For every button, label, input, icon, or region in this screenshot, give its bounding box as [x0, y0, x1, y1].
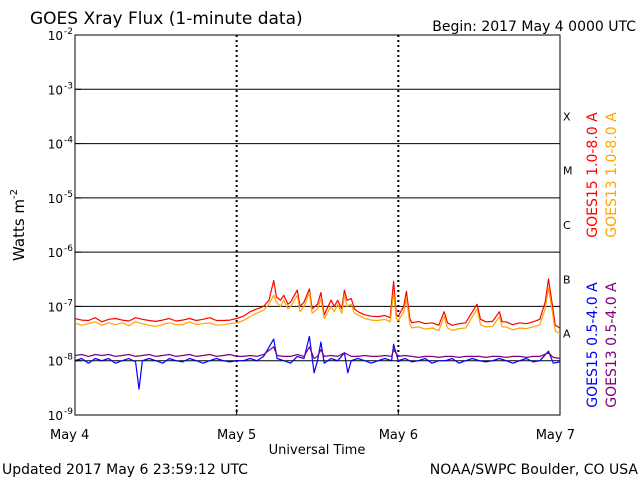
- legend: GOES15 1.0-8.0 A GOES13 1.0-8.0 A GOES15 0…: [585, 112, 620, 408]
- series-line: [74, 278, 561, 329]
- y-axis-title-exponent: -2: [9, 189, 20, 199]
- x-tick-label: May 7: [536, 428, 575, 443]
- svg-text:Watts m-2: Watts m-2: [9, 189, 28, 261]
- flare-class-label: X: [563, 110, 571, 123]
- y-tick-base: 10: [48, 83, 63, 97]
- y-axis-title: Watts m-2: [9, 189, 28, 261]
- legend-entry: GOES13 0.5-4.0 A: [604, 282, 620, 408]
- series-line: [74, 346, 561, 360]
- legend-entry: GOES15 0.5-4.0 A: [585, 282, 601, 408]
- plot-area: [74, 34, 561, 416]
- day-dividers: [235, 35, 400, 415]
- y-tick-label: 10: [48, 29, 63, 43]
- y-tick-base: 10: [48, 300, 63, 314]
- y-tick-exponent: -4: [64, 136, 73, 146]
- y-tick-exponent: -7: [64, 298, 73, 308]
- y-tick-exponent: -3: [64, 81, 73, 91]
- y-tick-base: 10: [48, 246, 63, 260]
- series-line: [74, 335, 561, 390]
- legend-entry: GOES13 1.0-8.0 A: [604, 112, 620, 238]
- y-tick-label: 10: [48, 300, 63, 314]
- y-tick-base: 10: [48, 29, 63, 43]
- flare-class-labels: X M C B A: [563, 110, 573, 340]
- x-tick-label: May 4: [50, 428, 89, 443]
- flare-class-label: C: [563, 219, 571, 232]
- y-tick-base: 10: [48, 192, 63, 206]
- y-tick-label: 10: [48, 192, 63, 206]
- y-tick-label: 10: [48, 246, 63, 260]
- flare-class-label: M: [563, 165, 573, 178]
- x-tick-label: May 5: [217, 428, 256, 443]
- series-line: [74, 287, 561, 334]
- flare-class-label: B: [563, 273, 571, 286]
- y-tick-exponent: -9: [64, 407, 73, 417]
- series-layer: [74, 278, 561, 390]
- y-ticks: 10-210-310-410-510-610-710-810-9: [48, 27, 81, 423]
- y-tick-exponent: -6: [64, 244, 73, 254]
- updated-timestamp: Updated 2017 May 6 23:59:12 UTC: [2, 462, 248, 478]
- legend-entry: GOES15 1.0-8.0 A: [585, 112, 601, 238]
- x-tick-label: May 6: [379, 428, 418, 443]
- y-tick-label: 10: [48, 83, 63, 97]
- x-ticks: May 4 May 5 May 6 May 7: [50, 409, 575, 443]
- flare-class-label: A: [563, 328, 571, 341]
- chart-title: GOES Xray Flux (1-minute data): [30, 9, 303, 29]
- y-tick-exponent: -5: [64, 190, 73, 200]
- begin-label: Begin: 2017 May 4 0000 UTC: [432, 19, 636, 35]
- y-axis-title-main: Watts m: [10, 199, 28, 261]
- y-tick-base: 10: [48, 138, 63, 152]
- y-tick-exponent: -8: [64, 353, 73, 363]
- x-axis-title: Universal Time: [269, 443, 366, 458]
- y-tick-base: 10: [48, 355, 63, 369]
- y-tick-exponent: -2: [64, 27, 73, 37]
- y-tick-label: 10: [48, 409, 63, 423]
- y-tick-label: 10: [48, 138, 63, 152]
- y-tick-base: 10: [48, 409, 63, 423]
- y-tick-label: 10: [48, 355, 63, 369]
- credit-text: NOAA/SWPC Boulder, CO USA: [430, 462, 639, 478]
